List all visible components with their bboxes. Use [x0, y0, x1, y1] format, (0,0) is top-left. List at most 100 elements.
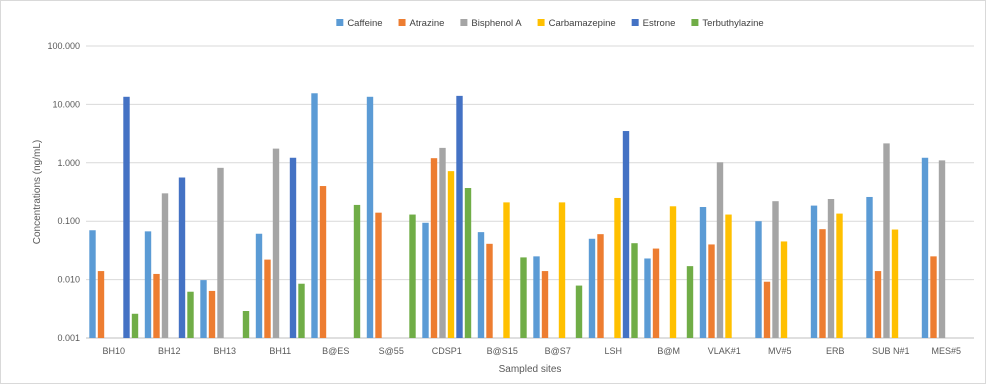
bar-carbamazepine [780, 241, 788, 338]
y-tick-label: 0.100 [57, 216, 80, 226]
bar-caffeine [422, 222, 429, 338]
legend-label: Atrazine [410, 18, 445, 29]
bar-caffeine [144, 231, 152, 338]
legend-swatch [691, 19, 699, 26]
bar-bisphenol-a [716, 162, 724, 338]
x-tick-label: B@ES [322, 346, 349, 356]
bar-bisphenol-a [938, 160, 946, 338]
y-tick-label: 0.001 [57, 333, 80, 343]
bar-terbuthylazine [575, 285, 583, 338]
bar-carbamazepine [447, 171, 455, 338]
bar-terbuthylazine [464, 188, 472, 338]
x-tick-label: BH13 [213, 346, 236, 356]
y-tick-label: 10.000 [52, 99, 80, 109]
bar-atrazine [763, 281, 771, 338]
x-tick-label: B@M [657, 346, 680, 356]
legend-label: Caffeine [347, 18, 382, 29]
bar-caffeine [533, 256, 540, 338]
bar-terbuthylazine [409, 214, 416, 338]
bar-caffeine [588, 238, 596, 338]
x-tick-label: LSH [604, 346, 622, 356]
bar-caffeine [866, 196, 873, 338]
bar-bisphenol-a [883, 143, 890, 338]
bar-carbamazepine [891, 229, 899, 338]
bar-atrazine [874, 271, 882, 338]
bar-atrazine [208, 290, 216, 338]
bar-carbamazepine [836, 213, 843, 338]
bar-atrazine [375, 212, 382, 338]
legend-label: Estrone [643, 18, 676, 29]
bar-caffeine [921, 157, 929, 338]
bar-bisphenol-a [161, 193, 169, 338]
bar-bisphenol-a [772, 201, 779, 338]
x-tick-label: S@55 [379, 346, 404, 356]
bar-atrazine [708, 244, 715, 338]
bar-estrone [178, 177, 186, 338]
bar-carbamazepine [725, 214, 732, 338]
bar-terbuthylazine [242, 311, 250, 338]
legend-label: Carbamazepine [549, 18, 616, 29]
gridlines [86, 45, 974, 339]
bar-bisphenol-a [217, 167, 224, 338]
bar-atrazine [597, 234, 604, 338]
bar-caffeine [311, 93, 318, 338]
x-tick-label: B@S7 [545, 346, 571, 356]
bar-atrazine [930, 256, 937, 338]
legend-swatch [631, 19, 639, 26]
legend-label: Bisphenol A [471, 18, 522, 29]
legend-swatch [537, 19, 545, 26]
x-axis-ticks: BH10 BH12 BH13 BH11 B@ES S@55 CDSP1 B@S15 B@S7 LS… [102, 346, 961, 356]
legend: Caffeine Atrazine Bisphenol A Carbamazepine… [336, 18, 764, 29]
bar-bisphenol-a [827, 199, 835, 338]
bar-caffeine [644, 258, 651, 338]
bar-caffeine [810, 205, 818, 338]
bar-caffeine [477, 232, 485, 338]
bar-terbuthylazine [131, 313, 139, 338]
bar-bisphenol-a [272, 148, 280, 338]
bar-terbuthylazine [298, 283, 305, 338]
y-tick-label: 100.000 [47, 41, 80, 51]
bar-bisphenol-a [439, 147, 446, 338]
y-axis-title: Concentrations (ng/mL) [32, 140, 43, 245]
bar-caffeine [366, 96, 374, 338]
x-tick-label: MES#5 [931, 346, 961, 356]
x-tick-label: ERB [826, 346, 845, 356]
bar-terbuthylazine [520, 257, 527, 338]
bar-carbamazepine [503, 202, 510, 338]
bar-atrazine [153, 273, 160, 338]
legend-swatch [398, 19, 406, 26]
legend-label: Terbuthylazine [702, 18, 763, 29]
x-axis-title: Sampled sites [499, 364, 562, 375]
bar-atrazine [541, 271, 549, 338]
bar-estrone [456, 95, 463, 339]
bar-carbamazepine [558, 202, 566, 338]
legend-swatch [460, 19, 468, 26]
legend-swatch [336, 19, 344, 26]
bars [89, 93, 946, 339]
bar-carbamazepine [614, 197, 621, 338]
bar-terbuthylazine [686, 266, 694, 338]
bar-atrazine [319, 186, 327, 338]
bar-atrazine [819, 229, 826, 338]
x-tick-label: B@S15 [487, 346, 518, 356]
bar-estrone [123, 96, 130, 338]
bar-caffeine [255, 233, 263, 338]
bar-caffeine [755, 221, 762, 338]
y-tick-label: 0.010 [57, 275, 80, 285]
bar-atrazine [486, 243, 493, 338]
bar-caffeine [699, 207, 707, 338]
bar-atrazine [264, 259, 271, 338]
bar-estrone [289, 157, 297, 338]
bar-atrazine [430, 158, 438, 338]
bar-terbuthylazine [187, 291, 194, 338]
x-tick-label: VLAK#1 [708, 346, 741, 356]
bar-caffeine [200, 280, 207, 338]
y-tick-label: 1.000 [57, 158, 80, 168]
bar-terbuthylazine [631, 243, 638, 338]
y-axis-ticks: 0.001 0.010 0.100 1.000 10.000 100.000 [47, 41, 80, 343]
bar-caffeine [89, 230, 96, 338]
x-tick-label: SUB N#1 [872, 346, 910, 356]
bar-atrazine [97, 271, 105, 338]
bar-atrazine [652, 248, 660, 338]
